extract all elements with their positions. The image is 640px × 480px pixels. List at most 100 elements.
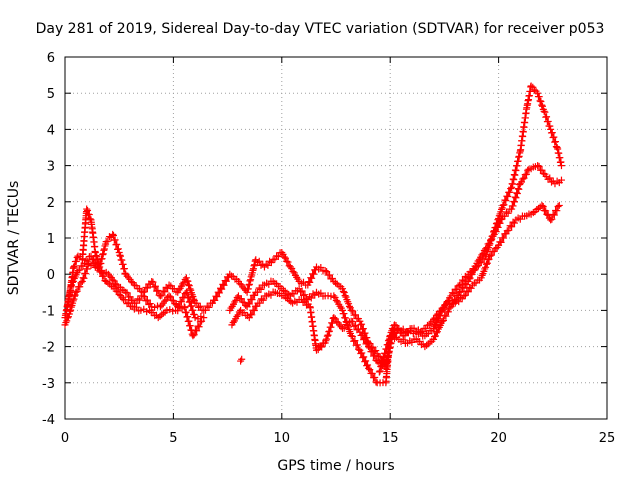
- y-tick-label: 6: [47, 51, 55, 66]
- data-point: [86, 215, 94, 223]
- data-point: [484, 240, 492, 248]
- data-point: [364, 361, 372, 369]
- x-tick-label: 25: [599, 431, 616, 446]
- data-point: [186, 298, 194, 306]
- data-point: [70, 263, 78, 271]
- data-point: [186, 322, 194, 330]
- data-point: [185, 317, 193, 325]
- data-point: [83, 265, 91, 273]
- data-point: [472, 263, 480, 271]
- data-point: [89, 260, 97, 268]
- data-point: [515, 185, 523, 193]
- data-point: [161, 288, 169, 296]
- data-point: [189, 306, 197, 314]
- data-point: [330, 292, 338, 300]
- data-point: [444, 308, 452, 316]
- data-point: [467, 284, 475, 292]
- data-point: [430, 315, 438, 323]
- data-point: [431, 322, 439, 330]
- data-point: [544, 211, 552, 219]
- data-point: [142, 297, 150, 305]
- data-point: [508, 205, 516, 213]
- data-point: [182, 274, 190, 282]
- data-point: [220, 281, 228, 289]
- data-point: [227, 304, 235, 312]
- data-point: [136, 296, 144, 304]
- data-point: [352, 311, 360, 319]
- data-point: [143, 284, 151, 292]
- x-tick-label: 10: [274, 431, 291, 446]
- data-point: [185, 281, 193, 289]
- data-point: [485, 255, 493, 263]
- data-point: [109, 276, 117, 284]
- data-point: [330, 314, 338, 322]
- data-point: [165, 292, 173, 300]
- y-axis-label: SDTVAR / TECUs: [6, 181, 22, 296]
- data-point: [126, 293, 134, 301]
- data-point: [298, 287, 306, 295]
- data-point: [159, 287, 167, 295]
- data-point: [237, 295, 245, 303]
- data-point: [530, 86, 538, 94]
- data-point: [156, 312, 164, 320]
- data-point: [116, 251, 124, 259]
- data-point: [438, 317, 446, 325]
- data-point: [543, 113, 551, 121]
- data-point: [352, 321, 360, 329]
- data-point: [104, 237, 112, 245]
- data-point: [538, 101, 546, 109]
- data-point: [283, 257, 291, 265]
- data-point: [543, 210, 551, 218]
- data-point: [458, 283, 466, 291]
- data-point: [321, 267, 329, 275]
- data-point: [184, 277, 192, 285]
- data-point: [67, 303, 75, 311]
- data-point: [432, 329, 440, 337]
- data-point: [332, 296, 340, 304]
- data-point: [280, 253, 288, 261]
- data-point: [463, 287, 471, 295]
- data-point: [404, 329, 412, 337]
- data-point: [78, 277, 86, 285]
- data-point: [139, 292, 147, 300]
- data-point: [250, 307, 258, 315]
- data-point: [205, 303, 213, 311]
- data-point: [177, 298, 185, 306]
- y-tick-label: 3: [47, 160, 55, 175]
- data-point: [535, 162, 543, 170]
- data-point: [248, 311, 256, 319]
- data-point: [548, 215, 556, 223]
- data-point: [222, 277, 230, 285]
- data-point: [513, 189, 521, 197]
- data-point: [319, 339, 327, 347]
- data-point: [84, 206, 92, 214]
- data-point: [510, 198, 518, 206]
- data-point: [499, 201, 507, 209]
- data-point: [248, 296, 256, 304]
- data-point: [84, 261, 92, 269]
- data-point: [384, 341, 392, 349]
- data-point: [317, 263, 325, 271]
- y-tick-label: -2: [42, 341, 55, 356]
- data-point: [539, 202, 547, 210]
- data-point: [149, 278, 157, 286]
- data-point: [117, 252, 125, 260]
- data-point: [381, 350, 389, 358]
- data-point: [507, 185, 515, 193]
- data-point: [377, 363, 385, 371]
- data-point: [456, 288, 464, 296]
- data-point: [506, 188, 514, 196]
- data-point: [378, 358, 386, 366]
- data-point: [481, 265, 489, 273]
- data-point: [554, 202, 562, 210]
- data-point: [341, 292, 349, 300]
- x-tick-label: 20: [490, 431, 507, 446]
- data-point: [339, 306, 347, 314]
- data-point: [345, 302, 353, 310]
- data-point: [508, 223, 516, 231]
- data-point: [306, 278, 314, 286]
- data-point: [365, 343, 373, 351]
- data-point: [120, 265, 128, 273]
- data-point: [537, 97, 545, 105]
- data-point: [185, 282, 193, 290]
